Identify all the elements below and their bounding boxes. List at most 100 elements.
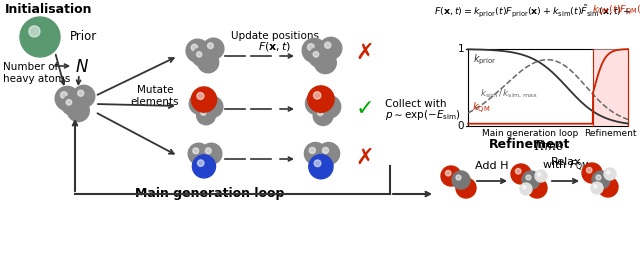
Circle shape	[314, 92, 321, 99]
Text: Add H: Add H	[476, 161, 509, 171]
Circle shape	[592, 171, 610, 189]
Circle shape	[198, 52, 219, 73]
Circle shape	[596, 175, 601, 180]
Circle shape	[202, 56, 208, 62]
Circle shape	[456, 178, 476, 198]
Circle shape	[309, 47, 328, 67]
Circle shape	[313, 52, 319, 57]
Circle shape	[320, 37, 342, 59]
Circle shape	[441, 166, 461, 186]
Text: Time: Time	[532, 140, 564, 153]
Circle shape	[582, 163, 602, 183]
Circle shape	[520, 183, 532, 195]
Circle shape	[313, 152, 333, 172]
Circle shape	[201, 143, 222, 164]
Circle shape	[302, 38, 326, 62]
Circle shape	[67, 100, 90, 122]
Text: Refinement: Refinement	[584, 129, 637, 138]
Text: Initialisation: Initialisation	[5, 3, 93, 16]
Bar	[593, 49, 628, 126]
Circle shape	[308, 86, 334, 112]
Bar	[468, 49, 628, 126]
Circle shape	[193, 48, 211, 67]
Circle shape	[196, 52, 202, 57]
Text: $k_{\rm prior}$: $k_{\rm prior}$	[473, 53, 497, 67]
Circle shape	[191, 87, 216, 112]
Circle shape	[62, 95, 82, 115]
Circle shape	[527, 178, 547, 198]
Circle shape	[191, 44, 198, 51]
Circle shape	[515, 169, 521, 174]
Text: Number of
heavy atoms: Number of heavy atoms	[3, 62, 70, 84]
Text: Collect with: Collect with	[385, 99, 447, 109]
Circle shape	[77, 90, 84, 96]
Text: ✓: ✓	[356, 99, 374, 119]
Circle shape	[310, 97, 317, 104]
Circle shape	[604, 168, 616, 180]
Circle shape	[308, 44, 314, 50]
Circle shape	[201, 157, 206, 162]
Circle shape	[317, 110, 323, 116]
Circle shape	[319, 96, 340, 118]
Circle shape	[317, 157, 323, 162]
Circle shape	[73, 85, 95, 107]
Circle shape	[531, 182, 537, 188]
Circle shape	[196, 106, 216, 125]
Circle shape	[207, 101, 212, 107]
Text: Refinement: Refinement	[490, 138, 571, 151]
Text: Relax: Relax	[550, 157, 581, 167]
Circle shape	[535, 170, 547, 182]
Circle shape	[526, 175, 531, 180]
Text: $k_{\rm QM}$: $k_{\rm QM}$	[472, 101, 490, 116]
Circle shape	[193, 155, 216, 178]
Circle shape	[314, 52, 336, 74]
Text: $p{\sim}\exp(-E_{\rm sim})$: $p{\sim}\exp(-E_{\rm sim})$	[385, 108, 461, 122]
Text: $k_{\rm QM}(t)F_{\rm QM}(\mathbf{x})$: $k_{\rm QM}(t)F_{\rm QM}(\mathbf{x})$	[592, 3, 640, 17]
Circle shape	[313, 106, 333, 125]
Circle shape	[594, 185, 597, 188]
Circle shape	[197, 93, 204, 99]
Circle shape	[196, 153, 216, 172]
Text: ✗: ✗	[356, 148, 374, 168]
Circle shape	[66, 99, 72, 105]
Text: Main generation loop: Main generation loop	[135, 187, 285, 200]
Text: Mutate
elements: Mutate elements	[131, 85, 179, 107]
Circle shape	[538, 173, 541, 176]
Circle shape	[523, 186, 526, 189]
Circle shape	[189, 93, 211, 114]
Text: $k_{\rm sim}\,/\,k_{\rm sim,max}$: $k_{\rm sim}\,/\,k_{\rm sim,max}$	[480, 87, 538, 100]
Circle shape	[452, 171, 470, 189]
Circle shape	[319, 56, 325, 62]
Circle shape	[305, 93, 328, 115]
Text: Main generation loop: Main generation loop	[483, 129, 579, 138]
Circle shape	[202, 96, 223, 117]
Circle shape	[305, 142, 326, 164]
Circle shape	[205, 148, 211, 154]
Text: 0: 0	[458, 121, 464, 131]
Circle shape	[55, 86, 79, 111]
Circle shape	[598, 177, 618, 197]
Text: ✗: ✗	[356, 43, 374, 63]
Circle shape	[317, 142, 340, 164]
Text: $N$: $N$	[75, 59, 89, 76]
Circle shape	[72, 104, 78, 111]
Circle shape	[20, 17, 60, 57]
Circle shape	[194, 98, 200, 104]
Text: 1: 1	[458, 44, 464, 54]
Circle shape	[29, 26, 40, 37]
Text: with $F_{\rm QM}$: with $F_{\rm QM}$	[542, 159, 590, 174]
Circle shape	[308, 155, 333, 179]
Circle shape	[61, 92, 67, 98]
Text: Prior: Prior	[70, 30, 97, 42]
Circle shape	[201, 110, 206, 115]
Circle shape	[522, 171, 540, 189]
Circle shape	[586, 167, 592, 173]
Circle shape	[445, 170, 451, 176]
Circle shape	[314, 160, 321, 167]
Circle shape	[186, 39, 209, 62]
Circle shape	[309, 147, 316, 153]
Circle shape	[324, 42, 331, 48]
Circle shape	[203, 38, 224, 59]
Circle shape	[188, 143, 209, 164]
Circle shape	[456, 175, 461, 180]
